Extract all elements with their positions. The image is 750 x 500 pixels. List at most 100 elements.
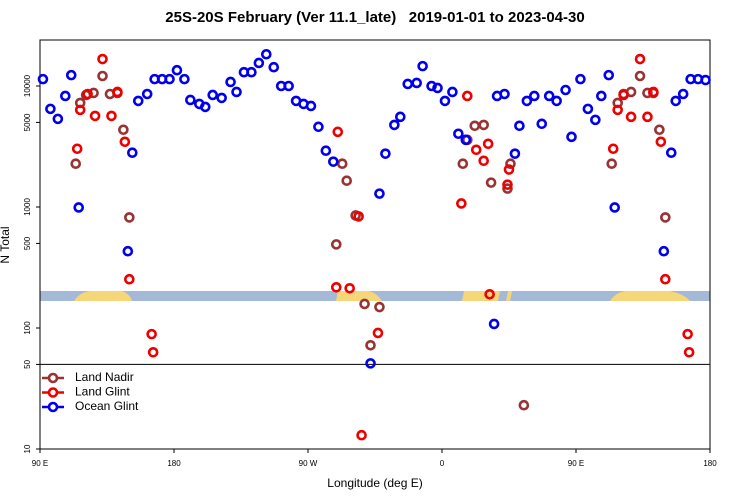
data-point bbox=[654, 124, 665, 136]
plot-frame bbox=[39, 39, 711, 450]
data-point bbox=[283, 80, 294, 92]
data-point bbox=[246, 66, 257, 78]
data-point bbox=[344, 282, 355, 294]
data-point bbox=[389, 119, 400, 131]
data-point bbox=[456, 198, 467, 209]
data-point bbox=[411, 77, 422, 89]
y-axis-label: N Total bbox=[0, 226, 12, 263]
data-point bbox=[395, 111, 406, 123]
data-point bbox=[529, 90, 540, 102]
chart-title: 25S-20S February (Ver 11.1_late) 2019-01… bbox=[165, 9, 584, 26]
data-point bbox=[634, 53, 646, 65]
data-point bbox=[543, 90, 555, 102]
data-point bbox=[462, 90, 473, 102]
data-point bbox=[73, 202, 85, 213]
x-tick-label: 180 bbox=[167, 459, 181, 468]
data-point bbox=[683, 346, 695, 358]
data-point bbox=[566, 131, 577, 143]
y-tick-label: 5000 bbox=[23, 113, 32, 131]
data-point bbox=[655, 136, 667, 148]
x-axis-label: Longitude (deg E) bbox=[327, 476, 422, 490]
data-point bbox=[607, 143, 619, 155]
data-point bbox=[146, 328, 157, 340]
data-point bbox=[365, 339, 376, 351]
legend-swatch-marker bbox=[47, 387, 59, 398]
data-point bbox=[658, 245, 670, 257]
data-point bbox=[660, 273, 671, 285]
data-point bbox=[71, 143, 83, 155]
legend-label: Land Glint bbox=[75, 385, 130, 399]
map-strip bbox=[40, 291, 710, 301]
y-tick-label: 10 bbox=[23, 444, 32, 453]
data-point bbox=[447, 86, 458, 98]
data-point bbox=[417, 60, 428, 72]
x-tick-label: 90 E bbox=[32, 459, 48, 468]
legend-label: Ocean Glint bbox=[75, 399, 139, 413]
data-point bbox=[127, 147, 138, 159]
data-point bbox=[514, 120, 525, 132]
data-point bbox=[488, 318, 500, 330]
data-point bbox=[359, 298, 370, 310]
data-point bbox=[518, 399, 530, 411]
data-point bbox=[332, 126, 344, 138]
data-point bbox=[97, 70, 108, 82]
data-point bbox=[122, 245, 134, 257]
data-point bbox=[634, 70, 646, 82]
data-point bbox=[45, 103, 56, 115]
data-point bbox=[426, 80, 437, 92]
data-point bbox=[457, 158, 469, 169]
data-point bbox=[97, 53, 108, 65]
data-point bbox=[642, 87, 653, 99]
data-point bbox=[505, 158, 516, 169]
data-point bbox=[207, 89, 219, 101]
data-point bbox=[118, 124, 129, 136]
data-point bbox=[37, 73, 49, 85]
data-point bbox=[268, 61, 280, 73]
data-point bbox=[60, 90, 71, 102]
data-point bbox=[74, 104, 86, 116]
data-point bbox=[677, 88, 689, 100]
data-point bbox=[106, 110, 117, 122]
data-point bbox=[700, 74, 711, 86]
data-point bbox=[119, 136, 131, 148]
data-point bbox=[336, 158, 348, 169]
data-point bbox=[509, 148, 521, 159]
data-point bbox=[590, 114, 601, 126]
data-point bbox=[147, 346, 159, 358]
land-strip bbox=[610, 291, 690, 301]
data-point bbox=[618, 89, 629, 101]
y-tick-label: 50 bbox=[23, 359, 32, 368]
data-point bbox=[560, 84, 571, 96]
data-point bbox=[132, 95, 144, 107]
data-point bbox=[603, 69, 615, 81]
data-point bbox=[503, 164, 515, 175]
data-point bbox=[575, 73, 586, 85]
data-point bbox=[261, 48, 272, 60]
data-point bbox=[65, 69, 77, 81]
data-point bbox=[660, 212, 671, 223]
data-point bbox=[88, 87, 99, 99]
data-point bbox=[199, 101, 211, 113]
data-point bbox=[670, 95, 682, 107]
data-point bbox=[89, 110, 101, 122]
data-point bbox=[330, 239, 342, 250]
data-point bbox=[485, 177, 497, 188]
data-point bbox=[642, 111, 653, 123]
data-point bbox=[536, 118, 548, 130]
data-point bbox=[374, 301, 385, 313]
legend-swatch-marker bbox=[47, 372, 59, 384]
data-point bbox=[648, 86, 659, 98]
data-point bbox=[551, 95, 562, 107]
data-point bbox=[502, 183, 513, 194]
data-point bbox=[502, 179, 513, 190]
data-point bbox=[82, 88, 93, 100]
data-point bbox=[305, 100, 317, 112]
data-point bbox=[225, 76, 236, 88]
x-tick-label: 180 bbox=[703, 459, 717, 468]
data-point bbox=[606, 158, 618, 169]
data-point bbox=[439, 95, 451, 107]
data-point bbox=[353, 211, 364, 222]
data-point bbox=[596, 90, 607, 102]
y-tick-label: 10000 bbox=[23, 74, 32, 97]
data-point bbox=[453, 128, 464, 140]
